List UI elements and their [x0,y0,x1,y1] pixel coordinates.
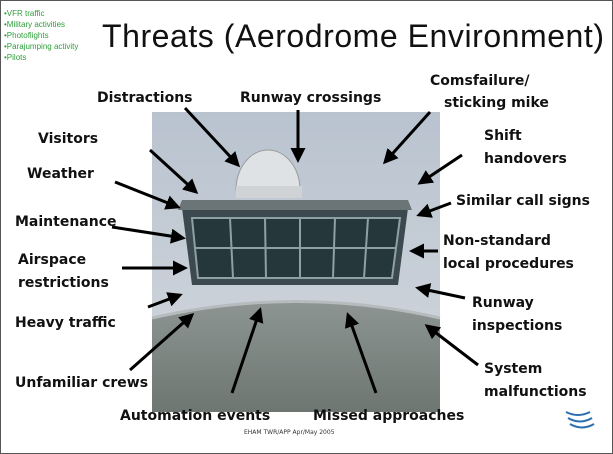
sidebar-item: •Pilots [4,53,26,62]
threat-label: Maintenance [15,214,117,230]
threat-label: Weather [27,166,94,182]
label-line: sticking mike [444,95,549,111]
threat-label: Distractions [97,90,193,106]
threat-label: Runway crossings [240,90,381,106]
threat-label: Visitors [38,131,98,147]
label-line: malfunctions [484,384,587,400]
label-line: Runway [472,295,534,311]
threat-label: Unfamiliar crews [15,375,148,391]
footer: EHAM TWR/APP Apr/May 2005 [244,429,335,436]
label-line: Airspace [18,252,86,268]
threat-label: Automation events [120,408,270,424]
sidebar-item: •Military activities [4,20,65,29]
slide-title: Threats (Aerodrome Environment) [102,18,604,54]
label-line: handovers [484,151,567,167]
label-line: Shift [484,128,522,144]
sidebar-item: •VFR traffic [4,9,44,18]
threat-label: Missed approaches [313,408,464,424]
sidebar-item: •Parajumping activity [4,42,78,51]
threat-label: Similar call signs [456,193,590,209]
sidebar-item: •Photoflights [4,31,49,40]
threat-label: Heavy traffic [15,315,116,331]
label-line: System [484,361,542,377]
label-line: local procedures [443,256,574,272]
slide: •VFR traffic •Military activities •Photo… [0,0,613,454]
label-line: inspections [472,318,562,334]
label-line: Non-standard [443,233,551,249]
tower-photo [152,112,440,412]
label-line: restrictions [18,275,109,291]
label-line: Comsfailure/ [430,73,530,89]
